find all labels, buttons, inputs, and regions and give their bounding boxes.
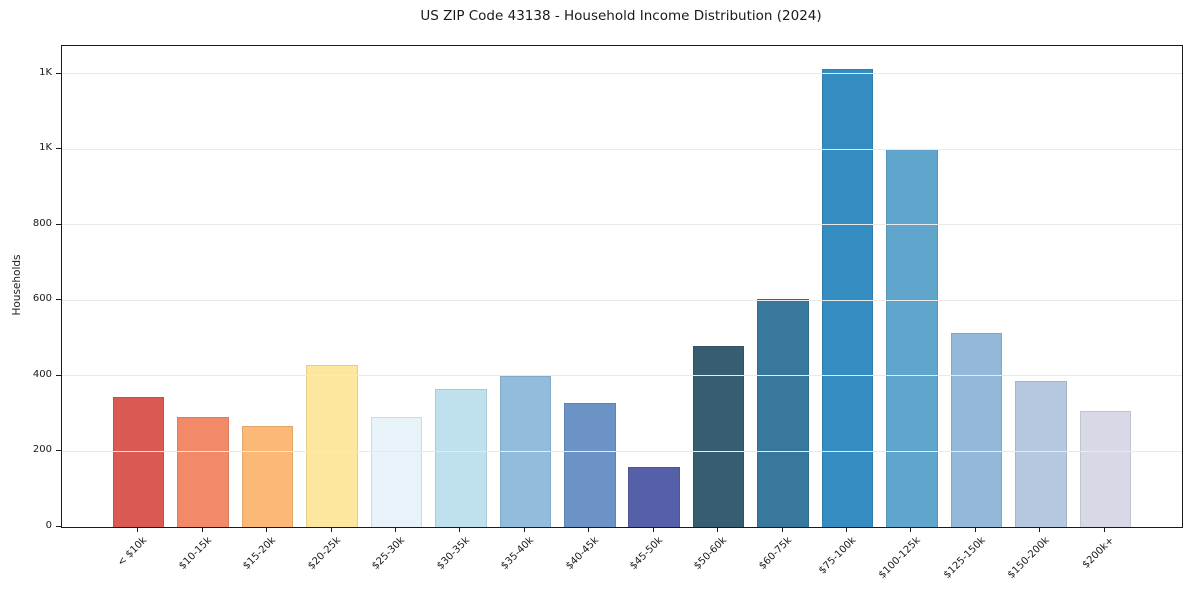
y-tick-label-800: 800: [32, 217, 52, 229]
x-tick-mark-3: [266, 527, 268, 532]
bar-11: [757, 298, 809, 527]
bar-13: [886, 148, 938, 527]
bar-10: [692, 346, 745, 527]
bar-5: [370, 416, 423, 527]
x-tick-mark-8: [588, 527, 590, 532]
y-tick-label-600: 600: [32, 293, 52, 305]
plot-area: [61, 45, 1183, 528]
x-tick-mark-6: [459, 527, 461, 532]
bar-8: [564, 403, 616, 527]
bar-1: [112, 396, 165, 527]
bar-3: [241, 426, 294, 527]
bar-9: [628, 467, 680, 527]
x-tick-label-9: $45-50k: [628, 535, 666, 572]
x-tick-label-14: $125-150k: [941, 535, 988, 581]
x-tick-label-7: $35-40k: [499, 535, 537, 572]
x-tick-mark-11: [781, 527, 783, 532]
gridline-200: [62, 450, 1182, 452]
bar-12: [821, 69, 874, 527]
bar-6: [435, 389, 487, 527]
x-tick-mark-2: [201, 527, 203, 532]
chart-title: US ZIP Code 43138 - Household Income Dis…: [420, 8, 822, 24]
x-tick-mark-1: [137, 527, 139, 532]
y-axis-label: Households: [11, 254, 23, 316]
x-tick-mark-7: [523, 527, 525, 532]
y-tick-mark-200: [56, 450, 61, 452]
x-tick-mark-10: [717, 527, 719, 532]
x-tick-label-13: $100-125k: [876, 535, 923, 581]
x-tick-label-10: $50-60k: [692, 535, 730, 572]
gridline-1200: [62, 73, 1182, 75]
bar-14: [950, 333, 1003, 527]
y-tick-label-1200: 1K: [39, 66, 52, 78]
x-tick-mark-4: [330, 527, 332, 532]
x-tick-mark-14: [974, 527, 976, 532]
y-tick-mark-600: [56, 299, 61, 301]
x-tick-label-6: $30-35k: [434, 535, 472, 572]
x-tick-label-12: $75-100k: [816, 535, 859, 577]
gridline-600: [62, 299, 1182, 301]
x-tick-label-15: $150-200k: [1005, 535, 1052, 581]
bar-15: [1015, 381, 1067, 527]
y-tick-label-1000: 1K: [39, 142, 52, 154]
x-tick-label-16: $200k+: [1080, 535, 1117, 571]
gridline-1000: [62, 148, 1182, 150]
y-tick-label-400: 400: [32, 368, 52, 380]
x-tick-mark-16: [1103, 527, 1105, 532]
x-tick-mark-9: [652, 527, 654, 532]
x-tick-label-3: $15-20k: [241, 535, 279, 572]
x-tick-label-1: < $10k: [115, 535, 150, 569]
bar-16: [1079, 411, 1132, 527]
x-tick-mark-15: [1039, 527, 1041, 532]
x-tick-label-8: $40-45k: [563, 535, 601, 572]
y-tick-label-200: 200: [32, 444, 52, 456]
bar-2: [177, 417, 229, 527]
y-tick-mark-800: [56, 223, 61, 225]
y-tick-mark-1000: [56, 148, 61, 150]
y-tick-mark-1200: [56, 72, 61, 74]
y-tick-mark-400: [56, 374, 61, 376]
x-tick-label-4: $20-25k: [305, 535, 343, 572]
x-tick-mark-12: [846, 527, 848, 532]
bar-4: [306, 364, 358, 527]
y-tick-label-0: 0: [45, 520, 52, 531]
x-tick-label-2: $10-15k: [176, 535, 214, 572]
x-tick-label-5: $25-30k: [370, 535, 408, 572]
gridline-800: [62, 224, 1182, 226]
x-tick-mark-5: [394, 527, 396, 532]
x-tick-mark-13: [910, 527, 912, 532]
y-tick-mark-0: [56, 526, 61, 527]
gridline-400: [62, 375, 1182, 377]
x-tick-label-11: $60-75k: [756, 535, 794, 572]
